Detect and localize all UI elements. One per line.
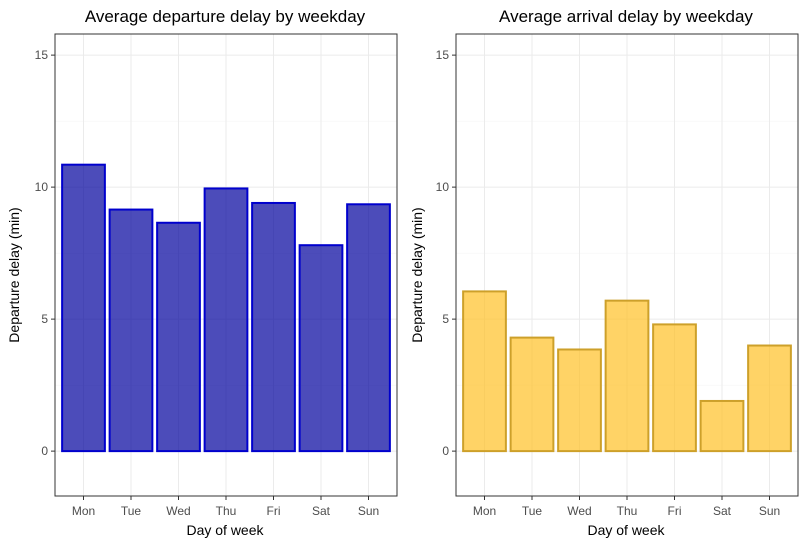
x-axis-title: Day of week [587, 522, 665, 538]
x-tick-label: Mon [72, 504, 95, 518]
x-tick-label: Mon [473, 504, 496, 518]
bars [462, 290, 792, 453]
y-tick-label: 0 [442, 444, 449, 458]
bar-sat [298, 244, 344, 453]
x-tick-label: Sun [358, 504, 379, 518]
x-tick-label: Fri [668, 504, 682, 518]
bar-sat [699, 399, 745, 453]
bar-thu [203, 187, 249, 453]
y-axis-title: Departure delay (min) [6, 207, 22, 342]
bar-tue [509, 336, 555, 453]
bar-wed [557, 348, 602, 453]
y-tick-label: 10 [436, 180, 450, 194]
bar-thu [604, 299, 650, 453]
y-tick-label: 15 [35, 48, 49, 62]
x-tick-label: Thu [617, 504, 638, 518]
bar-tue [108, 208, 154, 453]
x-tick-label: Tue [522, 504, 543, 518]
y-tick-label: 5 [442, 312, 449, 326]
bar-mon [61, 163, 106, 453]
x-tick-label: Wed [166, 504, 190, 518]
bar-fri [652, 323, 697, 453]
x-tick-label: Sun [759, 504, 780, 518]
y-tick-label: 0 [41, 444, 48, 458]
panel-border [54, 33, 398, 497]
chart-title: Average arrival delay by weekday [499, 7, 753, 26]
x-tick-label: Sat [713, 504, 732, 518]
bar-sun [346, 203, 391, 453]
bar-sun [747, 344, 792, 453]
x-tick-label: Wed [567, 504, 591, 518]
x-tick-label: Fri [267, 504, 281, 518]
chart-title: Average departure delay by weekday [85, 7, 366, 26]
departure-delay-chart: Average departure delay by weekday Day o… [6, 7, 398, 538]
bars [61, 163, 391, 453]
y-tick-label: 5 [41, 312, 48, 326]
x-tick-label: Tue [121, 504, 142, 518]
x-tick-label: Sat [312, 504, 331, 518]
x-tick-label: Thu [216, 504, 237, 518]
bar-wed [156, 221, 201, 453]
bar-mon [462, 290, 507, 453]
y-axis-title: Departure delay (min) [409, 207, 425, 342]
panel-border [455, 33, 799, 497]
y-tick-label: 10 [35, 180, 49, 194]
x-axis-title: Day of week [186, 522, 264, 538]
bar-fri [251, 201, 296, 453]
y-tick-label: 15 [436, 48, 450, 62]
arrival-delay-chart: Average arrival delay by weekday Day of … [409, 7, 799, 538]
